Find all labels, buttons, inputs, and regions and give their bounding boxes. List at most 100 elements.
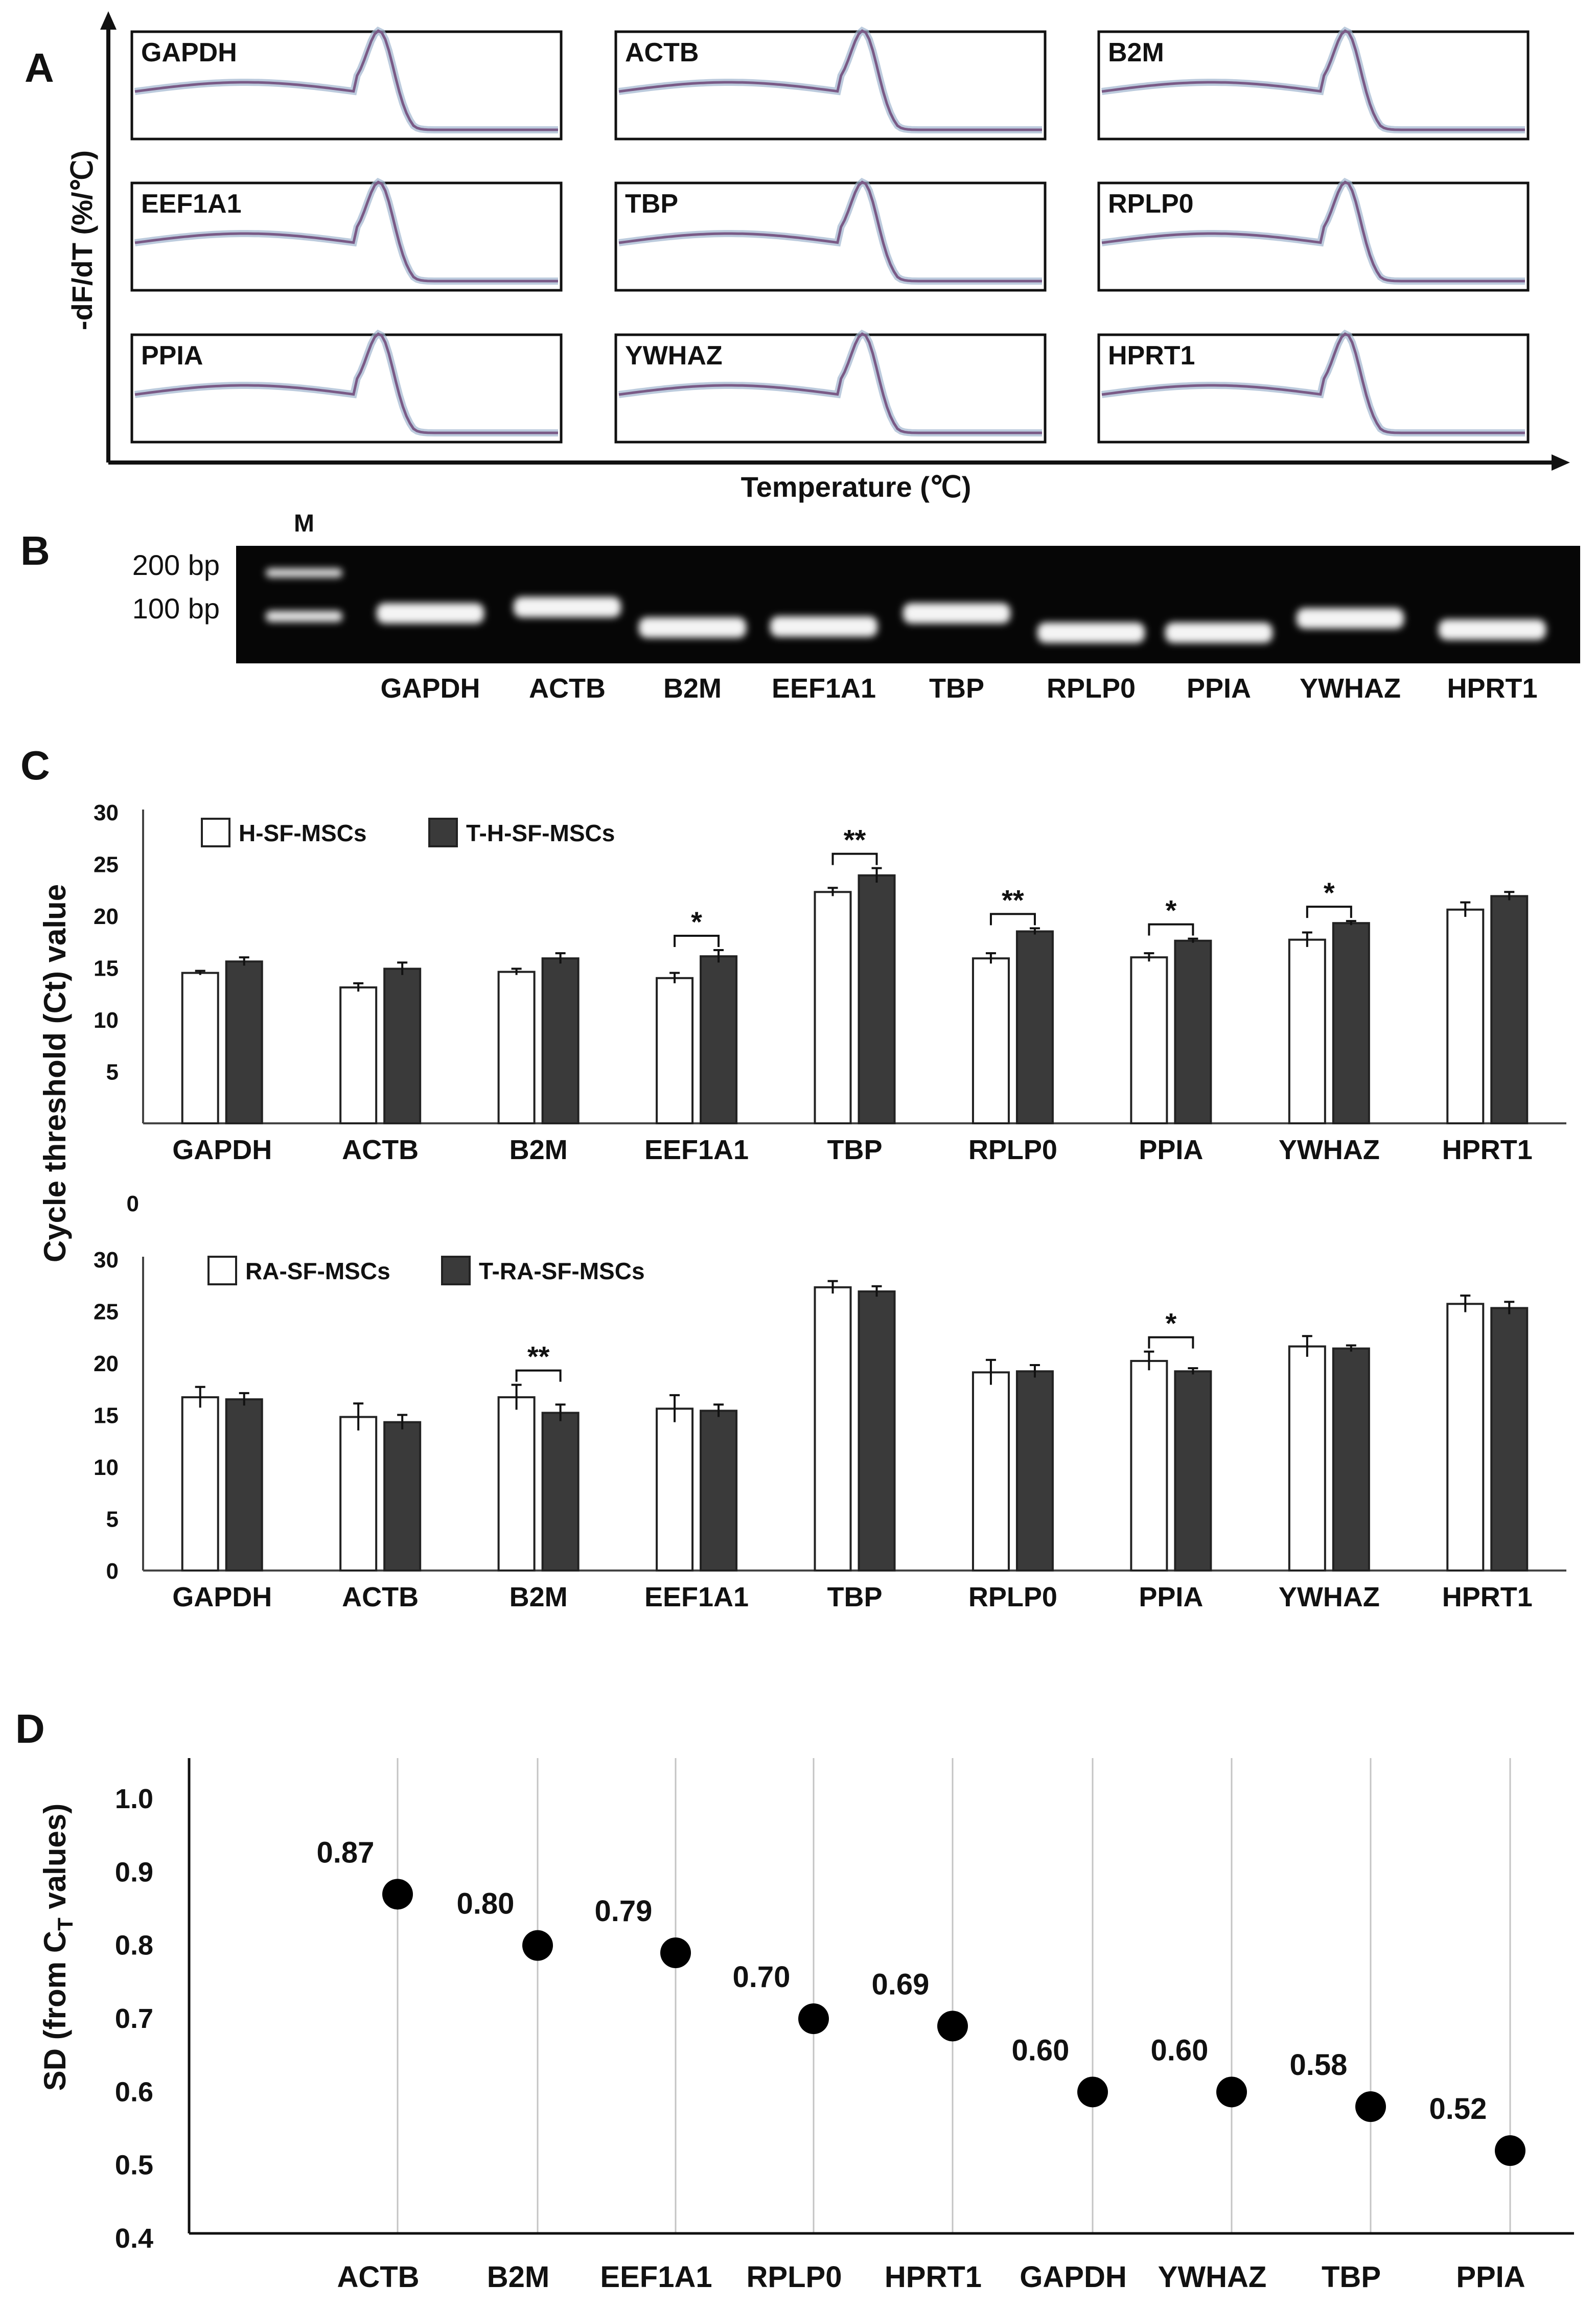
bar-actb-control: [339, 1416, 378, 1572]
point-value-label: 0.60: [1151, 2034, 1209, 2067]
significance-label: *: [1165, 894, 1176, 927]
category-label-ywhaz: YWHAZ: [1279, 1135, 1380, 1165]
gel-band-rplp0: [1037, 622, 1145, 643]
category-label-b2m: B2M: [510, 1135, 568, 1165]
category-label-hprt1: HPRT1: [885, 2260, 982, 2294]
category-label-tbp: TBP: [827, 1135, 883, 1165]
bar-ppia-treated: [1174, 939, 1212, 1124]
melt-curve-eef1a1: EEF1A1: [130, 177, 563, 292]
gel-lane-label: RPLP0: [1047, 673, 1136, 704]
category-label-ppia: PPIA: [1456, 2260, 1525, 2294]
point-ywhaz: [1216, 2076, 1247, 2108]
panel-label-b: B: [20, 528, 50, 573]
y-tick-label: 30: [94, 1248, 119, 1273]
category-label-eef1a1: EEF1A1: [600, 2260, 712, 2294]
y-tick-label: 30: [94, 800, 119, 825]
y-tick-label: 20: [94, 904, 119, 929]
bar-b2m-control: [497, 971, 536, 1124]
gel-lane-labels: GAPDH ACTB B2M EEF1A1 TBP RPLP0 PPIA YWHAZ HPRT1: [380, 673, 1537, 704]
bar-rplp0-control: [972, 1371, 1010, 1572]
bar-rplp0-treated: [1015, 930, 1054, 1124]
point-value-label: 0.52: [1429, 2092, 1487, 2126]
panel-label-a: A: [25, 45, 54, 90]
y-tick-label: 10: [94, 1455, 119, 1480]
legend-swatch: [441, 1256, 471, 1285]
ladder-label-100: 100 bp: [132, 592, 220, 625]
melt-curve-title: TBP: [625, 189, 678, 219]
melt-curve-frame: [614, 181, 1047, 292]
category-label-actb: ACTB: [337, 2260, 419, 2294]
melt-curve-tbp: TBP: [614, 177, 1047, 292]
panel-c-zero-label: 0: [127, 1191, 139, 1216]
legend-swatch: [428, 818, 458, 847]
legend-label: T-H-SF-MSCs: [466, 820, 615, 846]
melt-curve-line: [1101, 29, 1525, 131]
bar-gapdh-control: [181, 972, 219, 1125]
melt-curve-b2m: B2M: [1097, 26, 1530, 141]
bar-ppia-control: [1130, 1359, 1168, 1572]
gel-lane-label: EEF1A1: [772, 673, 876, 704]
panel-c-ylabel: Cycle threshold (Ct) value: [38, 884, 72, 1262]
gel-lane-label: B2M: [663, 673, 722, 704]
category-label-gapdh: GAPDH: [1020, 2260, 1126, 2294]
category-label-ywhaz: YWHAZ: [1279, 1582, 1380, 1612]
point-value-label: 0.60: [1012, 2034, 1070, 2067]
melt-curve-ppia: PPIA: [130, 329, 563, 444]
y-tick-label: 0.9: [115, 1857, 153, 1887]
category-label-hprt1: HPRT1: [1442, 1582, 1533, 1612]
significance-bracket: [1306, 906, 1352, 918]
bar-tbp-treated: [858, 874, 896, 1124]
melt-curve-line: [1101, 180, 1525, 283]
melt-curve-rplp0: RPLP0: [1097, 177, 1530, 292]
ladder-band-200: [266, 568, 342, 578]
melt-curve-grid: GAPDH ACTB B2M EEF1A1 TBP RPLP0 PPIA YWHAZ HPRT1: [130, 26, 1530, 444]
y-tick-label: 1.0: [115, 1784, 153, 1814]
melt-curve-line: [618, 332, 1042, 434]
gel-band-gapdh: [377, 603, 484, 624]
significance-bracket: [674, 934, 720, 947]
bar-ywhaz-control: [1288, 1345, 1326, 1572]
melt-curve-title: EEF1A1: [141, 189, 242, 219]
gel-lane-label: PPIA: [1187, 673, 1251, 704]
melt-curve-gapdh: GAPDH: [130, 26, 563, 141]
point-value-label: 0.70: [733, 1960, 791, 1994]
panel-a-x-arrow: [1552, 454, 1570, 471]
gel-lane-label: GAPDH: [380, 673, 480, 704]
panel-d-ylabel: SD (from CT values): [38, 1804, 77, 2091]
bar-ppia-treated: [1174, 1370, 1212, 1572]
significance-bracket: [1148, 923, 1194, 936]
bar-ywhaz-treated: [1332, 922, 1370, 1124]
panel-a-y-arrow: [100, 11, 117, 30]
melt-curve-line: [134, 332, 558, 434]
category-label-b2m: B2M: [487, 2260, 549, 2294]
category-label-gapdh: GAPDH: [172, 1135, 272, 1165]
significance-bracket: [515, 1369, 562, 1382]
gel-band-eef1a1: [770, 616, 877, 637]
melt-curve-ywhaz: YWHAZ: [614, 329, 1047, 444]
gel-band-b2m: [639, 617, 746, 638]
point-value-label: 0.80: [457, 1887, 515, 1921]
significance-label: *: [1324, 876, 1335, 909]
bar-b2m-treated: [541, 957, 580, 1124]
y-tick-label: 0: [106, 1559, 119, 1584]
point-rplp0: [798, 2003, 829, 2034]
panel-label-c: C: [20, 743, 50, 788]
bar-eef1a1-treated: [700, 955, 738, 1125]
panel-label-d: D: [15, 1706, 45, 1751]
panel-a-axes: [106, 18, 1561, 465]
bar-hprt1-treated: [1490, 895, 1529, 1125]
melt-curve-title: RPLP0: [1108, 189, 1194, 219]
bar-hprt1-treated: [1490, 1307, 1529, 1572]
bar-ppia-control: [1130, 956, 1168, 1124]
category-label-ppia: PPIA: [1139, 1135, 1203, 1165]
category-label-tbp: TBP: [1322, 2260, 1381, 2294]
y-tick-label: 5: [106, 1507, 119, 1532]
bar-actb-control: [339, 986, 378, 1124]
sd-dot-plot: 1.0 0.9 0.8 0.7 0.6 0.5 0.4 0.87 ACTB 0.80 B2M 0.79…: [115, 1758, 1574, 2294]
category-label-tbp: TBP: [827, 1582, 883, 1612]
significance-label: **: [527, 1341, 550, 1373]
gel-marker-label: M: [294, 510, 314, 537]
point-actb: [382, 1879, 413, 1910]
ladder-label-200: 200 bp: [132, 549, 220, 581]
